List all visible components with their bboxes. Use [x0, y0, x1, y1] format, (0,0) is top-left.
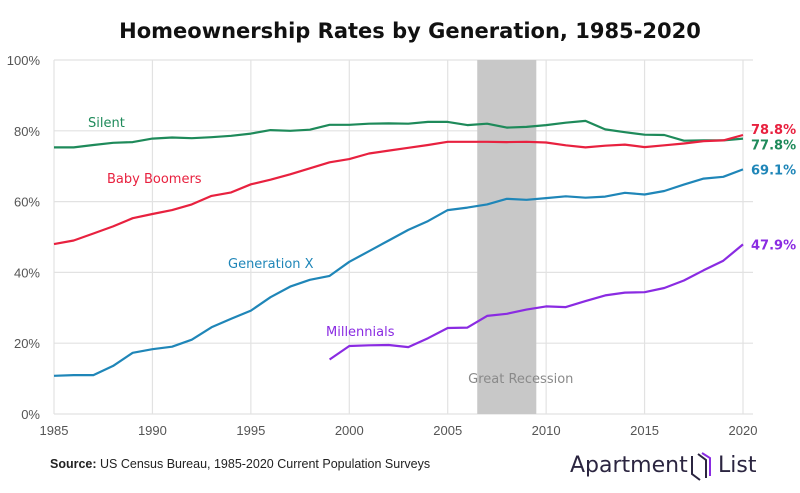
x-tick-label: 1985 [40, 423, 69, 438]
source-note: Source: US Census Bureau, 1985-2020 Curr… [50, 457, 430, 471]
y-tick-label: 100% [7, 53, 41, 68]
series-end-value: 78.8% [751, 123, 796, 138]
series-line-millennials [328, 243, 744, 361]
x-tick-label: 2015 [630, 423, 659, 438]
series-end-value: 77.8% [751, 139, 796, 154]
series-lines [53, 119, 744, 377]
svg-text:List: List [718, 453, 757, 478]
series-name-label: Baby Boomers [107, 172, 202, 187]
logo-mark-icon [691, 452, 711, 481]
series-name-label: Millennials [326, 325, 395, 340]
series-name-label: Generation X [228, 257, 314, 272]
series-end-value: 69.1% [751, 163, 796, 178]
x-tick-label: 2010 [532, 423, 561, 438]
axis-ticks: 0% 20% 40% 60% 80% 100% 1985 1990 1995 2000 2005 20… [7, 53, 758, 438]
svg-text:Apartment: Apartment [570, 453, 688, 478]
x-tick-label: 2000 [335, 423, 364, 438]
y-tick-label: 60% [14, 195, 40, 210]
series-end-value: 47.9% [751, 238, 796, 253]
apartment-list-logo: Apartment List [570, 452, 757, 481]
y-tick-label: 80% [14, 124, 40, 139]
x-tick-label: 1995 [236, 423, 265, 438]
recession-band: Great Recession [468, 60, 573, 414]
series-labels: Silent 77.8% Baby Boomers 78.8% Generation X… [88, 116, 796, 340]
x-tick-label: 1990 [138, 423, 167, 438]
series-line-baby-boomers [53, 133, 744, 246]
recession-shading [477, 60, 537, 414]
series-line-silent [54, 119, 744, 149]
series-name-label: Silent [88, 116, 125, 131]
y-tick-label: 0% [21, 407, 40, 422]
series-line-generation-x [53, 168, 744, 377]
x-tick-label: 2005 [433, 423, 462, 438]
gridlines [53, 59, 753, 415]
y-tick-label: 20% [14, 336, 40, 351]
chart-title: Homeownership Rates by Generation, 1985-… [119, 19, 701, 43]
x-tick-label: 2020 [729, 423, 758, 438]
y-tick-label: 40% [14, 265, 40, 280]
recession-label: Great Recession [468, 372, 573, 387]
